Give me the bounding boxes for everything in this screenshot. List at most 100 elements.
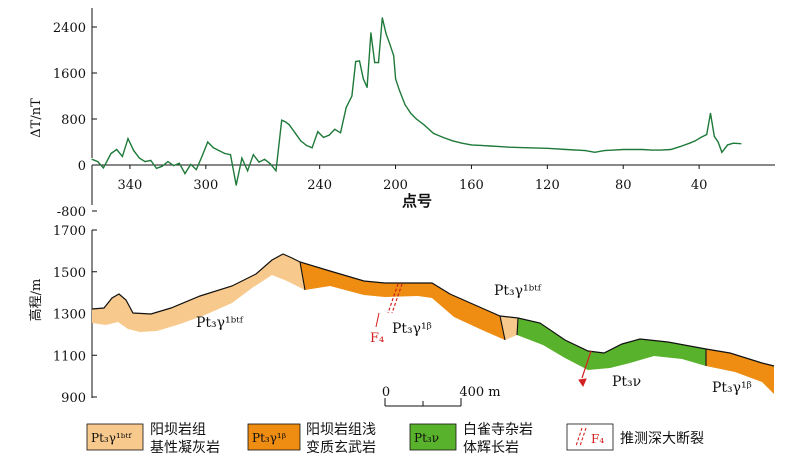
fault-f4-west bbox=[375, 283, 403, 328]
data-point bbox=[442, 136, 444, 138]
data-point bbox=[508, 146, 510, 148]
data-point bbox=[632, 148, 634, 151]
data-point bbox=[127, 138, 129, 140]
legend-fault-icon bbox=[575, 427, 587, 447]
data-point bbox=[288, 124, 290, 126]
legend-label-basalt-2: 变质玄武岩 bbox=[306, 439, 376, 456]
y-tick-label: 1600 bbox=[53, 67, 86, 82]
data-point bbox=[358, 60, 361, 62]
unit-label-tuff-left: Pt₃γ¹ᵇᵗᶠ bbox=[196, 315, 244, 331]
data-point bbox=[489, 145, 491, 147]
data-point bbox=[190, 163, 192, 165]
geologic-section: 1700 1500 1300 1100 900 高程/m F₄ Pt₃γ¹ᵇᵗᶠ Pt₃… bbox=[28, 224, 775, 407]
data-point bbox=[381, 17, 383, 19]
tuff-band-right bbox=[500, 316, 518, 340]
data-point bbox=[252, 154, 254, 156]
data-point bbox=[721, 151, 723, 153]
scale-bar: 0 400 m bbox=[382, 385, 501, 407]
data-point bbox=[732, 142, 734, 144]
unit-label-basalt-right: Pt₃γ¹ᵝ bbox=[712, 380, 752, 396]
data-point bbox=[155, 167, 158, 169]
legend-swatch-basalt bbox=[247, 423, 301, 451]
data-point bbox=[377, 62, 380, 64]
data-point bbox=[651, 149, 653, 151]
section-y-label: 高程/m bbox=[28, 279, 44, 322]
data-point bbox=[212, 147, 214, 149]
data-point bbox=[322, 136, 325, 138]
data-point bbox=[355, 60, 357, 63]
data-point bbox=[689, 142, 691, 144]
data-point bbox=[133, 150, 135, 152]
series-line bbox=[91, 17, 741, 186]
data-point bbox=[258, 161, 260, 163]
legend-symbol-fault: F₄ bbox=[591, 432, 604, 446]
basalt-band-right bbox=[706, 349, 774, 394]
data-point bbox=[305, 144, 307, 146]
basalt-band-main bbox=[300, 262, 505, 340]
data-point bbox=[317, 131, 319, 133]
x-tick-label: 40 bbox=[691, 178, 708, 193]
unit-label-basalt-center: Pt₃γ¹ᵝ bbox=[392, 321, 432, 337]
data-point bbox=[97, 161, 99, 163]
legend-label-gabbro-1: 白雀寺杂岩 bbox=[463, 422, 533, 438]
data-point bbox=[670, 148, 672, 151]
data-point bbox=[201, 155, 203, 157]
data-point bbox=[247, 170, 249, 172]
y-tick-label: -800 bbox=[57, 205, 86, 220]
legend-symbol-gabbro: Pt₃ν bbox=[414, 431, 439, 445]
data-point bbox=[641, 148, 643, 151]
data-point bbox=[370, 32, 372, 34]
data-point bbox=[351, 95, 353, 97]
data-point bbox=[121, 155, 123, 157]
data-point bbox=[345, 106, 347, 109]
unit-label-tuff-right: Pt₃γ¹ᵇᵗᶠ bbox=[494, 283, 542, 299]
data-point bbox=[300, 140, 302, 142]
data-point bbox=[178, 162, 180, 164]
data-point bbox=[294, 132, 296, 134]
data-point bbox=[461, 142, 463, 144]
data-point bbox=[410, 112, 412, 114]
data-point bbox=[144, 161, 146, 163]
data-point bbox=[311, 147, 313, 149]
legend-swatch-fault bbox=[566, 423, 614, 451]
data-point bbox=[499, 146, 501, 148]
data-point bbox=[393, 55, 395, 57]
data-point bbox=[395, 78, 397, 80]
data-point bbox=[138, 157, 140, 159]
data-point bbox=[241, 157, 243, 159]
fault-label: F₄ bbox=[370, 331, 384, 346]
legend: Pt₃γ¹ᵇᵗᶠ 阳坝岩组 基性凝灰岩 Pt₃γ¹ᵝ 阳坝岩组浅 变质玄武岩 P… bbox=[86, 422, 704, 456]
data-point bbox=[167, 161, 169, 163]
data-point bbox=[603, 150, 605, 152]
unit-label-gabbro: Pt₃ν bbox=[612, 374, 641, 390]
legend-swatch-gabbro bbox=[409, 423, 457, 451]
legend-label-fault: 推测深大断裂 bbox=[620, 431, 704, 447]
data-point bbox=[423, 124, 425, 126]
data-point bbox=[432, 132, 435, 134]
section-y-ticks: 1700 1500 1300 1100 900 bbox=[53, 224, 97, 406]
x-axis-label: 点号 bbox=[402, 192, 432, 210]
data-point bbox=[398, 89, 400, 91]
y-tick-label: 800 bbox=[61, 113, 86, 128]
y-tick-label: 2400 bbox=[53, 21, 86, 36]
data-point bbox=[264, 158, 266, 160]
data-point bbox=[339, 132, 342, 134]
data-point bbox=[362, 78, 364, 80]
section-y-tick-label: 1700 bbox=[53, 224, 86, 239]
data-point bbox=[565, 148, 567, 151]
data-point bbox=[116, 148, 118, 151]
x-ticks: 340 300 240 200 160 120 80 40 bbox=[118, 165, 708, 193]
legend-symbol-tuff: Pt₃γ¹ᵇᵗᶠ bbox=[91, 431, 132, 445]
data-point bbox=[527, 147, 530, 149]
data-point bbox=[269, 163, 271, 165]
data-point bbox=[281, 119, 283, 121]
topography-line bbox=[91, 253, 775, 367]
data-point bbox=[404, 104, 406, 106]
legend-swatch-tuff bbox=[86, 423, 144, 451]
data-point bbox=[385, 33, 387, 35]
data-point bbox=[161, 165, 163, 167]
data-point bbox=[622, 148, 624, 151]
x-tick-label: 80 bbox=[615, 178, 632, 193]
scale-bar-left-label: 0 bbox=[382, 385, 390, 400]
data-point bbox=[480, 144, 482, 146]
